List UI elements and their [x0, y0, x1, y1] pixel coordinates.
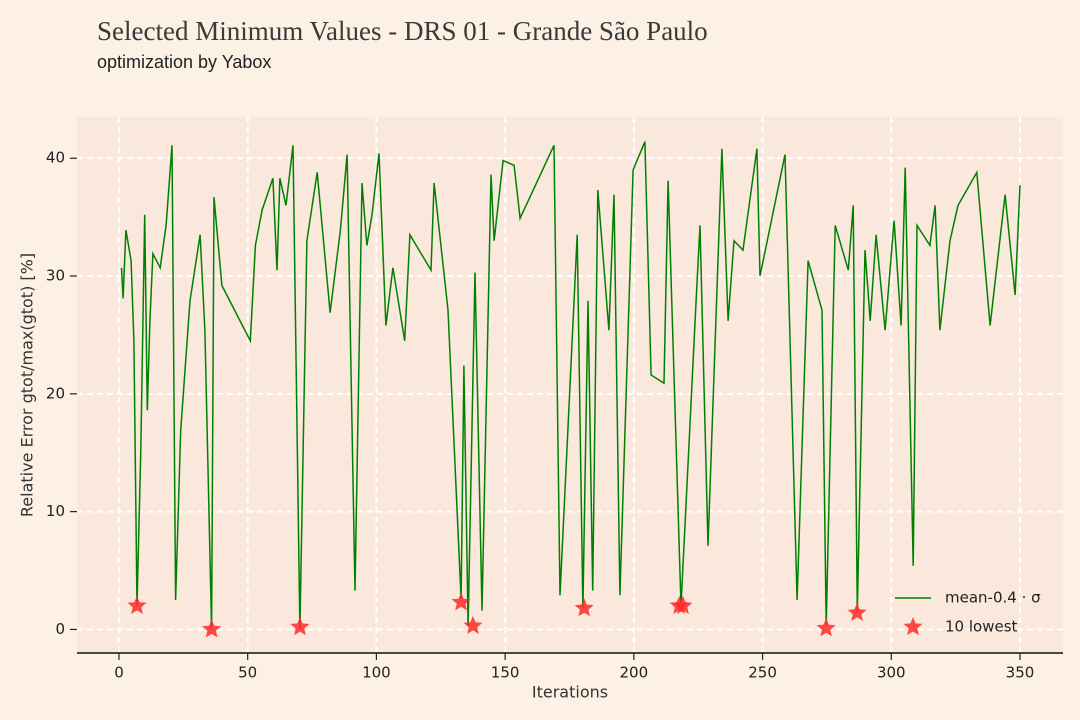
star-marker	[673, 595, 693, 614]
legend-label: 10 lowest	[945, 618, 1018, 636]
x-tick-label: 250	[748, 664, 777, 682]
star-marker	[816, 618, 836, 637]
star-marker	[290, 617, 310, 636]
x-tick-label: 300	[877, 664, 906, 682]
chart-title: Selected Minimum Values - DRS 01 - Grand…	[97, 16, 708, 46]
x-tick-label: 150	[491, 664, 520, 682]
legend-label: mean-0.4 · σ	[945, 589, 1041, 607]
line	[120, 141, 1021, 630]
x-tick-label: 100	[362, 664, 391, 682]
star-marker	[451, 592, 471, 611]
y-tick-label: 10	[46, 502, 65, 520]
y-tick-label: 20	[46, 384, 65, 402]
x-tick-label: 0	[114, 664, 124, 682]
star-marker	[574, 598, 594, 617]
star-marker	[847, 602, 867, 621]
star-marker	[127, 595, 147, 614]
x-tick-label: 200	[620, 664, 649, 682]
chart-subtitle: optimization by Yabox	[97, 52, 271, 72]
legend-star	[903, 617, 923, 636]
y-tick-label: 40	[46, 149, 65, 167]
x-tick-label: 350	[1006, 664, 1035, 682]
y-tick-label: 30	[46, 267, 65, 285]
star-marker	[463, 615, 483, 634]
star-marker	[202, 619, 222, 638]
y-tick-label: 0	[55, 620, 65, 638]
x-tick-label: 50	[238, 664, 257, 682]
y-axis-label: Relative Error gtot/max(gtot) [%]	[18, 253, 37, 517]
x-axis-label: Iterations	[532, 683, 608, 702]
